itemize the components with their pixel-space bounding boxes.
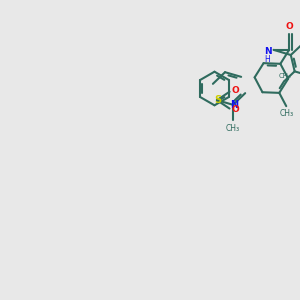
Text: N: N — [230, 100, 238, 110]
Text: O: O — [285, 22, 293, 31]
Text: S: S — [214, 95, 221, 105]
Text: CH₃: CH₃ — [279, 109, 293, 118]
Text: N: N — [264, 46, 272, 56]
Text: H: H — [264, 55, 270, 64]
Text: O: O — [232, 86, 240, 95]
Text: O: O — [232, 105, 240, 114]
Text: CH₃: CH₃ — [278, 73, 291, 79]
Text: CH₃: CH₃ — [226, 124, 240, 133]
